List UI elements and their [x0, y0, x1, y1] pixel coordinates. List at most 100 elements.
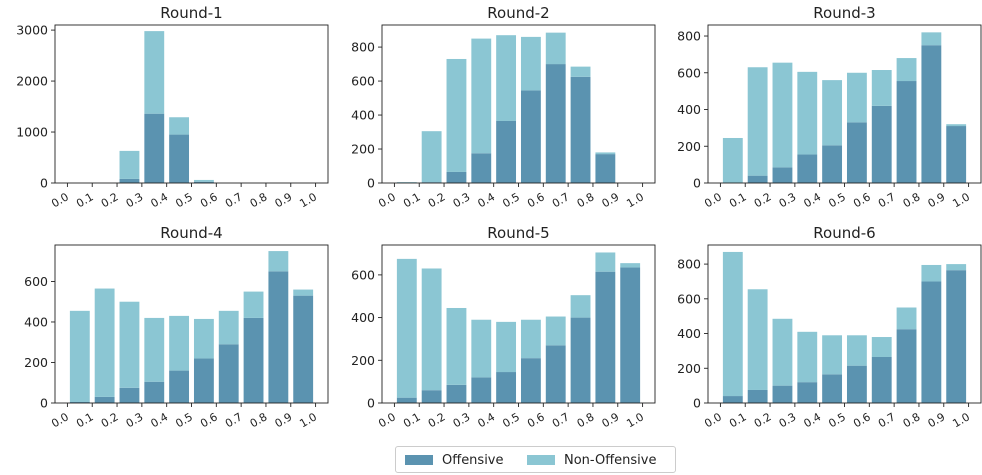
bar-non-offensive [421, 268, 442, 391]
x-tick-label: 1.0 [624, 190, 646, 210]
x-tick-label: 0.2 [426, 410, 448, 430]
bar-non-offensive [921, 264, 942, 282]
x-tick-label: 0.8 [248, 190, 270, 210]
bar-offensive [520, 90, 541, 183]
x-tick-label: 0.1 [727, 190, 749, 210]
bar-offensive [545, 64, 566, 183]
bar-offensive [193, 181, 214, 183]
bar-offensive [896, 81, 917, 183]
x-tick-label: 0.8 [575, 190, 597, 210]
y-tick-label: 0 [367, 396, 375, 411]
x-tick-label: 0.9 [273, 410, 295, 430]
bar-non-offensive [396, 258, 417, 398]
bar-offensive [144, 381, 165, 403]
y-tick-label: 400 [351, 310, 375, 325]
y-tick-label: 600 [351, 74, 375, 89]
y-tick-label: 400 [677, 102, 701, 117]
y-tick-label: 200 [677, 139, 701, 154]
y-tick-label: 600 [677, 291, 701, 306]
bar-offensive [218, 344, 239, 403]
y-tick-label: 0 [693, 396, 701, 411]
x-tick-label: 0.3 [451, 190, 473, 210]
bar-non-offensive [896, 307, 917, 330]
subplot-title: Round-5 [487, 224, 549, 242]
bar-offensive [772, 385, 793, 403]
bar-offensive [471, 377, 492, 403]
y-tick-label: 800 [677, 257, 701, 272]
bar-non-offensive [722, 251, 743, 397]
x-tick-label: 0.9 [926, 190, 948, 210]
subplot-title: Round-2 [487, 4, 549, 22]
x-tick-label: 0.5 [173, 410, 195, 430]
bar-non-offensive [747, 289, 768, 390]
bar-offensive [595, 154, 616, 183]
y-tick-label: 200 [351, 353, 375, 368]
bar-offensive [169, 370, 190, 403]
bar-offensive [243, 317, 264, 403]
y-tick-label: 600 [351, 267, 375, 282]
x-tick-label: 0.2 [752, 410, 774, 430]
x-tick-label: 0.4 [149, 190, 171, 210]
x-tick-label: 0.4 [476, 410, 498, 430]
x-tick-label: 0.7 [876, 190, 898, 210]
bar-non-offensive [218, 310, 239, 345]
y-tick-label: 0 [40, 396, 48, 411]
bar-non-offensive [496, 35, 517, 121]
y-tick-label: 200 [24, 355, 48, 370]
bar-offensive [921, 45, 942, 183]
bar-non-offensive [144, 317, 165, 382]
subplot-title: Round-4 [160, 224, 222, 242]
x-tick-label: 1.0 [297, 410, 319, 430]
bar-non-offensive [193, 179, 214, 182]
x-tick-label: 0.2 [752, 190, 774, 210]
x-tick-label: 0.4 [149, 410, 171, 430]
bar-non-offensive [570, 66, 591, 77]
bar-offensive [119, 178, 140, 183]
axes-frame [54, 24, 329, 184]
bar-offensive [94, 396, 115, 403]
x-tick-label: 0.1 [74, 190, 96, 210]
bar-offensive [520, 358, 541, 403]
x-tick-label: 0.3 [451, 410, 473, 430]
bar-offensive [446, 384, 467, 403]
bar-non-offensive [119, 301, 140, 388]
x-tick-label: 0.0 [49, 190, 71, 210]
bar-non-offensive [94, 288, 115, 397]
y-tick-label: 800 [351, 40, 375, 55]
bar-non-offensive [822, 80, 843, 146]
bar-offensive [722, 396, 743, 403]
bar-non-offensive [822, 335, 843, 375]
y-tick-label: 600 [677, 65, 701, 80]
x-tick-label: 0.6 [198, 410, 220, 430]
bar-offensive [471, 153, 492, 183]
bar-non-offensive [772, 62, 793, 168]
bar-offensive [846, 365, 867, 403]
bar-offensive [747, 175, 768, 183]
bar-offensive [595, 271, 616, 403]
bar-non-offensive [421, 131, 442, 183]
y-tick-label: 800 [677, 29, 701, 44]
bar-offensive [268, 271, 289, 403]
x-tick-label: 0.6 [198, 190, 220, 210]
bar-non-offensive [545, 32, 566, 65]
bar-offensive [545, 345, 566, 403]
bar-non-offensive [797, 331, 818, 383]
x-tick-label: 0.2 [99, 410, 121, 430]
x-tick-label: 0.6 [525, 190, 547, 210]
x-tick-label: 0.0 [49, 410, 71, 430]
x-tick-label: 0.5 [173, 190, 195, 210]
x-tick-label: 0.4 [476, 190, 498, 210]
x-tick-label: 1.0 [950, 410, 972, 430]
bar-non-offensive [496, 321, 517, 373]
y-tick-label: 3000 [16, 23, 48, 38]
y-tick-label: 1000 [16, 125, 48, 140]
bar-offensive [496, 372, 517, 403]
bar-offensive [797, 382, 818, 403]
x-tick-label: 0.8 [575, 410, 597, 430]
bar-non-offensive [620, 263, 641, 268]
y-tick-label: 400 [24, 314, 48, 329]
